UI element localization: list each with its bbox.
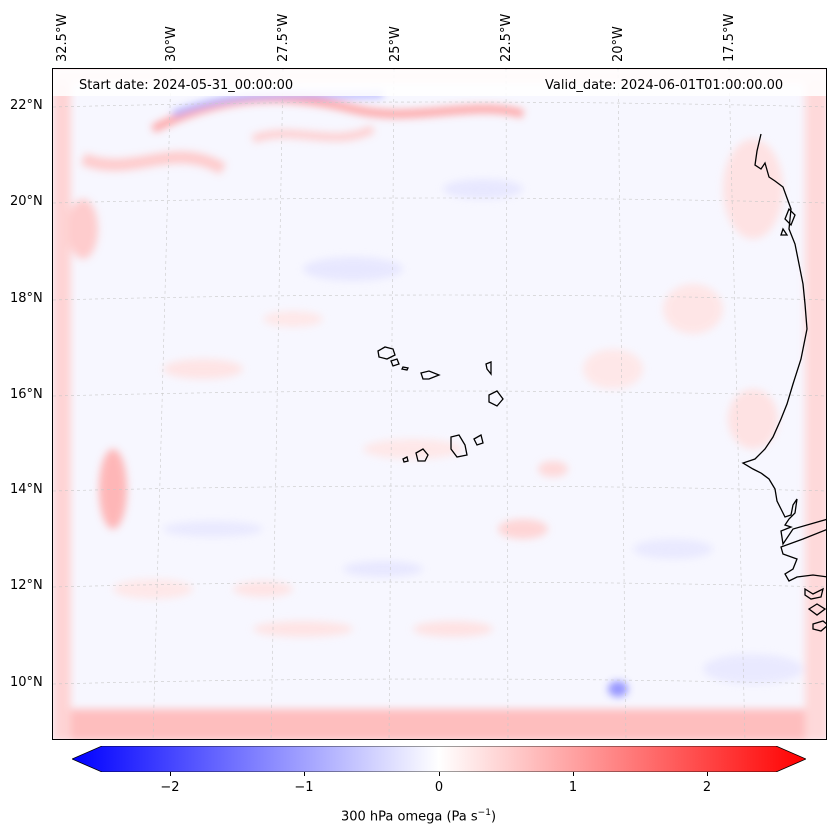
lon-tick: 30°W [164,26,179,62]
colorbar-tick-label: 0 [434,780,444,795]
colorbar-label-text: 300 hPa omega (Pa s [340,809,478,825]
colorbar [72,746,806,772]
colorbar-tick-label: 1 [568,780,578,795]
omega-field-map [53,69,826,739]
colorbar-tick-label: 2 [702,780,712,795]
valid-date-label: Valid_date: 2024-06-01T01:00:00.00 [545,78,784,93]
lat-tick: 14°N [10,482,43,497]
lat-tick: 12°N [10,578,43,593]
graticule [53,69,826,739]
lat-tick: 20°N [10,194,43,209]
lon-tick: 25°W [388,26,403,62]
colorbar-label: 300 hPa omega (Pa s−1) [0,808,837,824]
colorbar-body [72,746,806,772]
colorbar-tickmark [170,772,171,776]
lon-tick: 27.5°W [276,13,291,62]
omega-shading [53,69,826,739]
map-panel [52,68,827,740]
colorbar-tickmark [304,772,305,776]
start-date-label: Start date: 2024-05-31_00:00:00 [79,78,294,93]
colorbar-label-close: ) [490,809,497,825]
lat-tick: 10°N [10,675,43,690]
colorbar-label-exponent: −1 [477,808,491,818]
lon-tick: 17.5°W [722,13,737,62]
lon-tick: 22.5°W [499,13,514,62]
lon-tick: 32.5°W [55,13,70,62]
colorbar-tickmark [707,772,708,776]
lat-tick: 18°N [10,291,43,306]
colorbar-tick-label: −1 [294,780,314,795]
colorbar-tick-label: −2 [160,780,180,795]
lat-tick: 22°N [10,98,43,113]
coastline [377,133,826,632]
colorbar-tickmark [573,772,574,776]
header-band [53,70,826,96]
colorbar-tickmark [439,772,440,776]
lon-tick: 20°W [611,26,626,62]
lat-tick: 16°N [10,387,43,402]
